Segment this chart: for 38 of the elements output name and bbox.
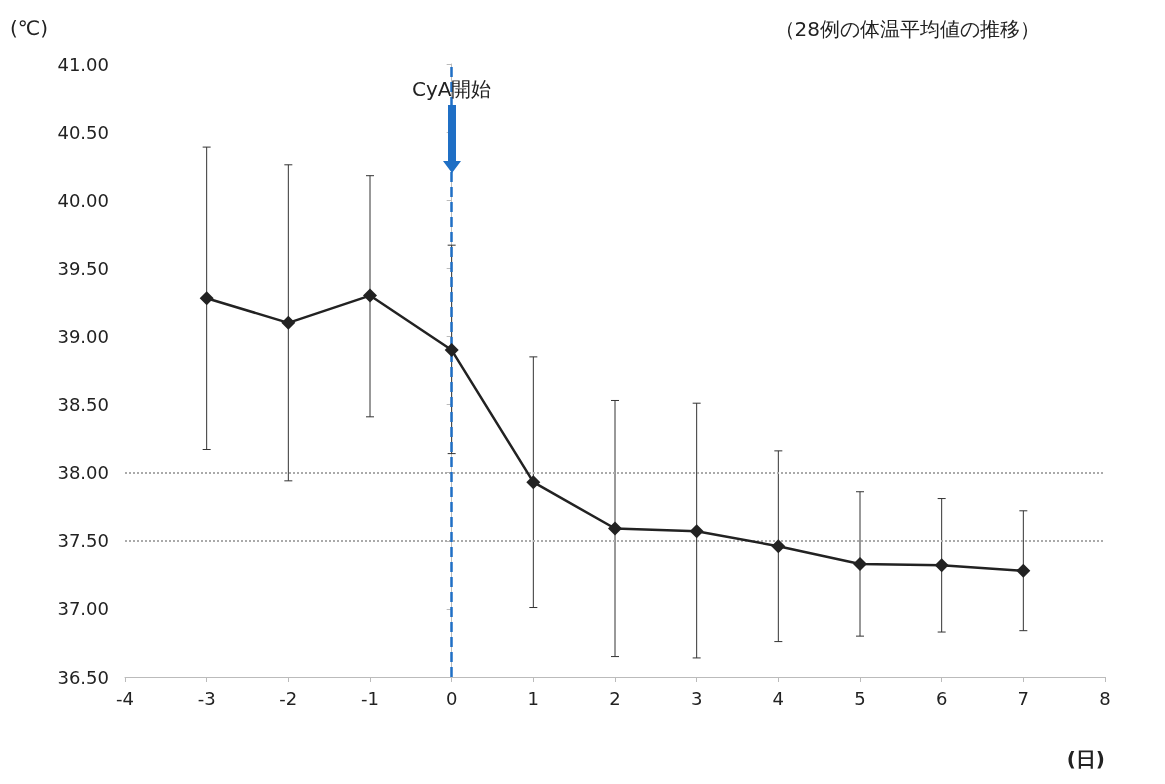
annotation: CyA開始 bbox=[411, 75, 492, 102]
y-tick-label: 39.00 bbox=[57, 325, 109, 347]
point bbox=[853, 556, 867, 571]
x-tick-label: 8 bbox=[1099, 687, 1111, 709]
y-tick-label: 38.00 bbox=[57, 462, 109, 484]
x-tick-label: -2 bbox=[279, 687, 298, 709]
y-tick-label: 40.50 bbox=[57, 121, 109, 143]
x-tick-label: 6 bbox=[935, 687, 948, 709]
x-tick-label: 2 bbox=[609, 687, 621, 709]
x-tick-label: -3 bbox=[197, 687, 216, 709]
x-tick-label: -4 bbox=[116, 687, 134, 709]
y-tick-label: 41.00 bbox=[57, 53, 109, 75]
point bbox=[771, 539, 786, 554]
y-tick-label: 40.00 bbox=[57, 189, 109, 211]
x-axis-title: (日) bbox=[1066, 747, 1105, 771]
y-axis-title: (℃) bbox=[10, 16, 49, 40]
x-tick-label: 4 bbox=[772, 687, 785, 709]
x-tick-label: 1 bbox=[527, 687, 540, 709]
point bbox=[689, 524, 704, 539]
y-tick-label: 36.50 bbox=[57, 666, 109, 688]
y-tick-label: 37.00 bbox=[57, 598, 109, 620]
point bbox=[1016, 563, 1031, 578]
point bbox=[444, 343, 459, 358]
point bbox=[526, 475, 541, 490]
point bbox=[608, 521, 622, 536]
y-tick-label: 39.50 bbox=[57, 257, 109, 279]
point bbox=[281, 315, 296, 330]
y-tick-label: 37.50 bbox=[57, 530, 109, 552]
x-tick-label: 5 bbox=[854, 687, 866, 709]
point bbox=[363, 288, 377, 303]
x-tick-label: -1 bbox=[361, 687, 379, 709]
point bbox=[934, 558, 949, 573]
x-tick-label: 3 bbox=[690, 687, 703, 709]
chart-title: （28例の体温平均値の推移） bbox=[774, 17, 1040, 41]
y-tick-label: 38.50 bbox=[57, 394, 109, 416]
x-tick-label: 0 bbox=[445, 687, 458, 709]
x-tick-label: 7 bbox=[1017, 687, 1030, 709]
point bbox=[199, 291, 214, 306]
